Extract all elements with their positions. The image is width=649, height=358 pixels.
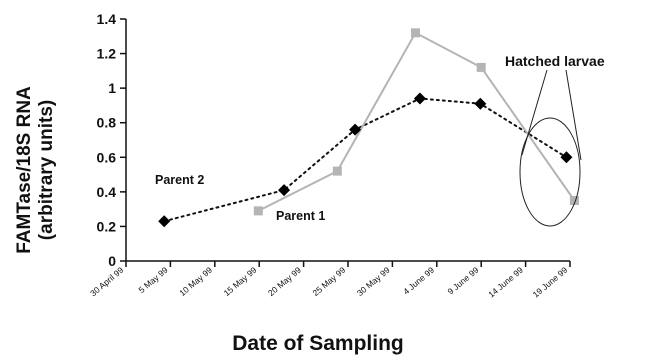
y-tick-label: 0 [108,253,116,269]
hatched-larvae-label: Hatched larvae [505,53,605,69]
y-tick-label: 0.6 [97,149,117,165]
x-tick-label: 5 May 99 [136,265,169,295]
parent-2-label: Parent 2 [155,173,204,187]
y-tick-label: 1.2 [97,46,117,62]
x-tick-label: 30 May 99 [355,265,392,298]
data-point-parent-1 [332,166,342,176]
data-point-parent-1 [253,206,263,216]
data-point-parent-1 [476,62,486,72]
x-tick-label: 15 May 99 [222,265,259,298]
x-axis-title: Date of Sampling [232,332,404,355]
hatched-larvae-pointer-left [521,69,548,156]
data-point-parent-2 [158,215,171,228]
data-point-parent-2 [349,123,362,136]
y-tick-label: 0.4 [97,184,117,200]
data-point-parent-1 [569,196,579,205]
parent-1-label: Parent 1 [276,209,325,223]
x-tick-label: 10 May 99 [177,265,214,298]
axes [125,19,570,262]
x-ticks: 30 April 99 5 May 99 10 May 99 15 May 99 20 … [88,261,571,300]
x-tick-label: 9 June 99 [445,265,480,297]
y-tick-label: 0.8 [97,115,117,131]
x-tick-label: 20 May 99 [266,265,303,298]
data-point-parent-2 [413,92,426,105]
series-line-1 [163,97,568,223]
x-tick-label: 4 June 99 [401,265,436,297]
x-tick-label: 25 May 99 [310,265,347,298]
series-markers [158,28,579,228]
x-tick-label: 30 April 99 [88,265,125,299]
y-axis-title: FAMTase/18S RNA (arbitrary units) [14,86,57,254]
x-tick-label: 14 June 99 [486,265,525,300]
y-tick-label: 0.2 [97,218,117,234]
y-axis-title-line2: (arbitrary units) [36,100,57,240]
y-ticks: 0 0.2 0.4 0.6 0.8 1 1.2 1.4 [97,11,126,269]
data-point-parent-1 [410,28,420,38]
x-tick-label: 19 June 99 [531,265,570,300]
data-point-parent-2 [560,151,573,164]
y-axis-title-line1: FAMTase/18S RNA [14,86,35,254]
y-tick-label: 1 [108,80,116,96]
data-point-parent-2 [278,184,291,197]
hatched-larvae-ellipse [519,117,581,227]
data-point-parent-2 [474,97,487,110]
hatched-larvae-pointer-right [565,69,582,161]
y-tick-label: 1.4 [97,11,117,27]
